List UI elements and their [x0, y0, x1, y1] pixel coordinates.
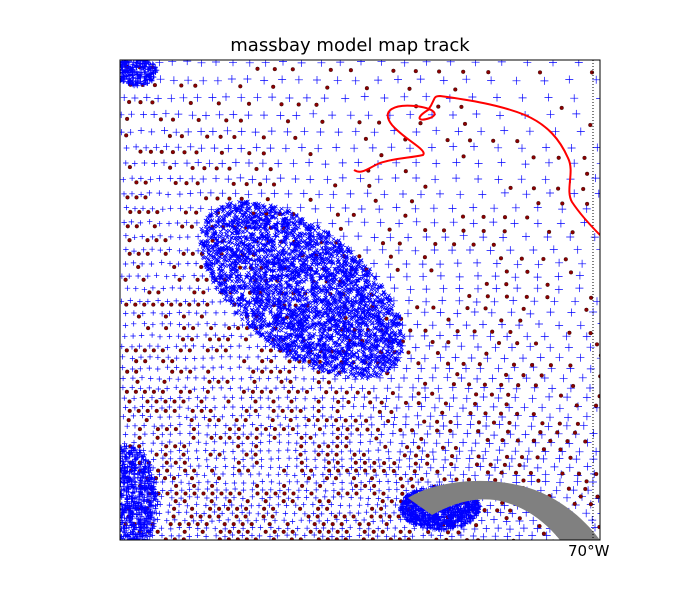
map-frame	[119, 59, 601, 541]
dense-cluster-southwest	[120, 443, 161, 540]
longitude-tick-label: 70°W	[568, 542, 610, 560]
map-title: massbay model map track	[230, 35, 470, 56]
model-mesh	[120, 60, 600, 540]
dense-cluster-center	[198, 199, 406, 381]
element-center-markers	[123, 64, 600, 540]
drifter-track	[353, 94, 600, 236]
dense-cluster-northwest	[120, 60, 160, 89]
coastline-land	[408, 480, 600, 540]
